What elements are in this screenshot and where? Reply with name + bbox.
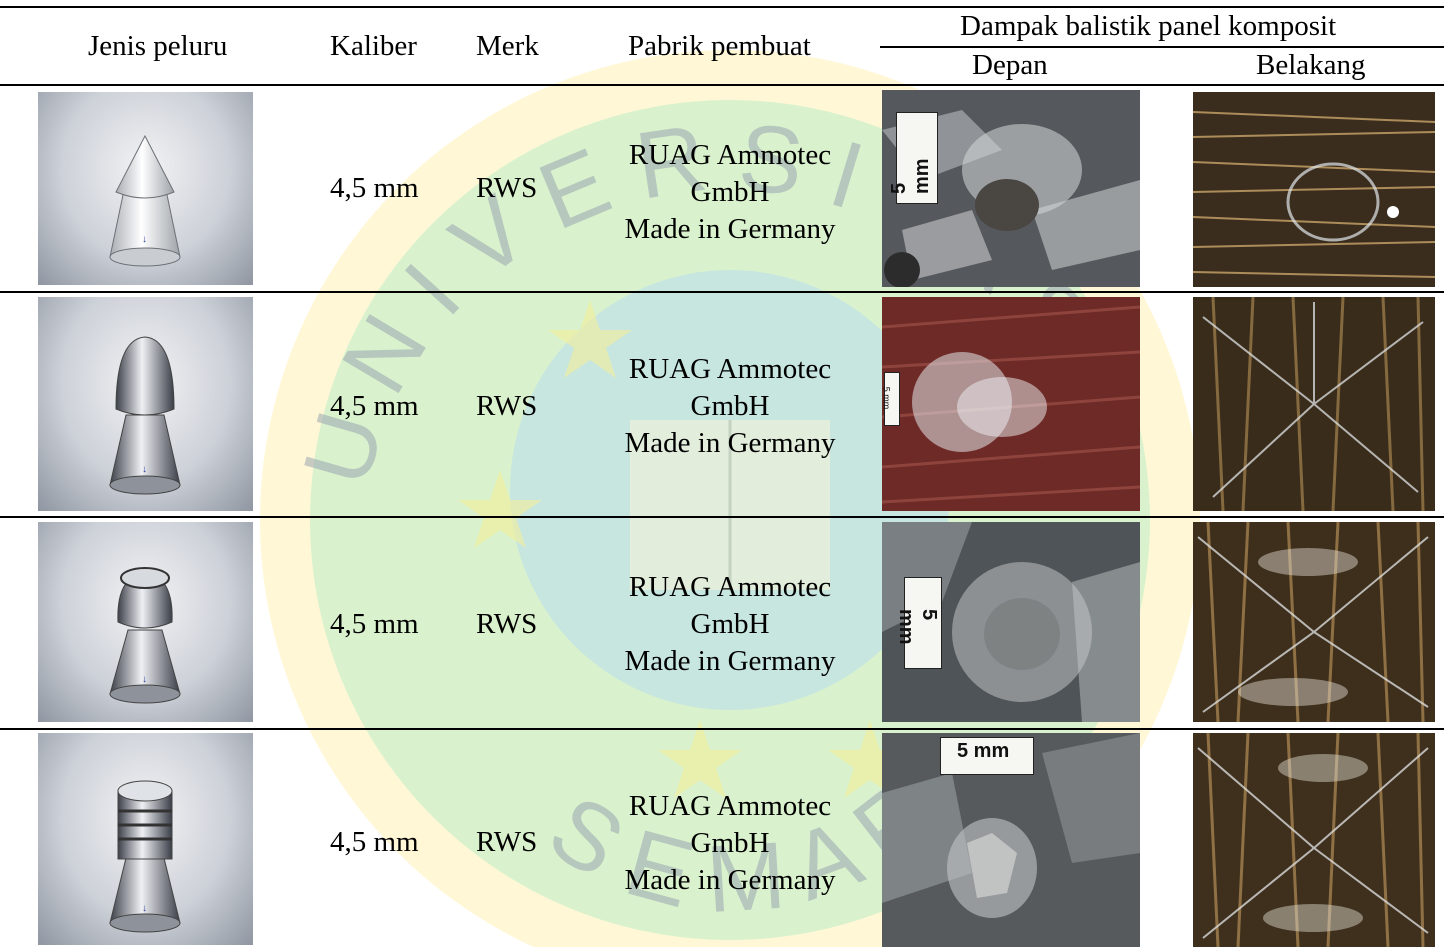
manufacturer-line: GmbH — [690, 608, 770, 640]
scale-bar-label: 5 mm — [888, 112, 938, 204]
caliber-value: 4,5 mm — [330, 390, 419, 422]
back-impact-photo — [1193, 733, 1435, 947]
caliber-value: 4,5 mm — [330, 172, 419, 204]
svg-text:↓: ↓ — [142, 903, 147, 914]
bullet-hollow-point-image: ↓ — [38, 522, 253, 722]
scale-bar-label: 5 mm — [940, 737, 1034, 775]
brand-value: RWS — [476, 826, 538, 858]
back-impact-photo — [1193, 92, 1435, 287]
manufacturer-line: RUAG Ammotec — [628, 790, 832, 822]
header-manufacturer: Pabrik pembuat — [628, 30, 811, 62]
manufacturer-line: RUAG Ammotec — [628, 139, 832, 171]
row-divider — [0, 728, 1444, 730]
manufacturer-line: GmbH — [690, 390, 770, 422]
back-impact-photo — [1193, 522, 1435, 722]
group-header-rule — [880, 46, 1444, 48]
manufacturer-value: RUAG Ammotec GmbH Made in Germany — [580, 569, 880, 680]
front-impact-photo: 5 mm — [882, 90, 1140, 287]
bullet-round-nose-image: ↓ — [38, 297, 253, 511]
manufacturer-line: GmbH — [690, 827, 770, 859]
manufacturer-value: RUAG Ammotec GmbH Made in Germany — [580, 788, 880, 899]
brand-value: RWS — [476, 608, 538, 640]
scale-bar-label: 5 mm — [882, 372, 900, 426]
bullet-flat-head-image: ↓ — [38, 733, 253, 945]
svg-text:↓: ↓ — [142, 234, 147, 245]
header-impact-group: Dampak balistik panel komposit — [960, 10, 1337, 42]
manufacturer-line: Made in Germany — [624, 427, 836, 459]
table-top-rule — [0, 6, 1444, 8]
front-impact-photo: 5 mm — [882, 297, 1140, 511]
header-bullet-type: Jenis peluru — [88, 30, 228, 62]
brand-value: RWS — [476, 390, 538, 422]
header-back: Belakang — [1256, 49, 1366, 81]
manufacturer-line: Made in Germany — [624, 213, 836, 245]
bullet-pointed-image: ↓ — [38, 92, 253, 285]
manufacturer-line: Made in Germany — [624, 864, 836, 896]
caliber-value: 4,5 mm — [330, 826, 419, 858]
manufacturer-line: GmbH — [690, 176, 770, 208]
manufacturer-line: RUAG Ammotec — [628, 571, 832, 603]
caliber-value: 4,5 mm — [330, 608, 419, 640]
header-brand: Merk — [476, 30, 539, 62]
row-divider — [0, 291, 1444, 293]
svg-text:↓: ↓ — [142, 464, 147, 475]
front-impact-photo: 5 mm — [882, 733, 1140, 947]
row-divider — [0, 516, 1444, 518]
header-bottom-rule — [0, 84, 1444, 86]
header-caliber: Kaliber — [330, 30, 417, 62]
manufacturer-value: RUAG Ammotec GmbH Made in Germany — [580, 137, 880, 248]
back-impact-photo — [1193, 297, 1435, 511]
svg-text:↓: ↓ — [142, 674, 147, 685]
manufacturer-line: RUAG Ammotec — [628, 353, 832, 385]
front-impact-photo: 5 mm — [882, 522, 1140, 722]
manufacturer-line: Made in Germany — [624, 645, 836, 677]
scale-bar-label: 5 mm — [895, 577, 942, 669]
header-front: Depan — [972, 49, 1048, 81]
brand-value: RWS — [476, 172, 538, 204]
manufacturer-value: RUAG Ammotec GmbH Made in Germany — [580, 351, 880, 462]
